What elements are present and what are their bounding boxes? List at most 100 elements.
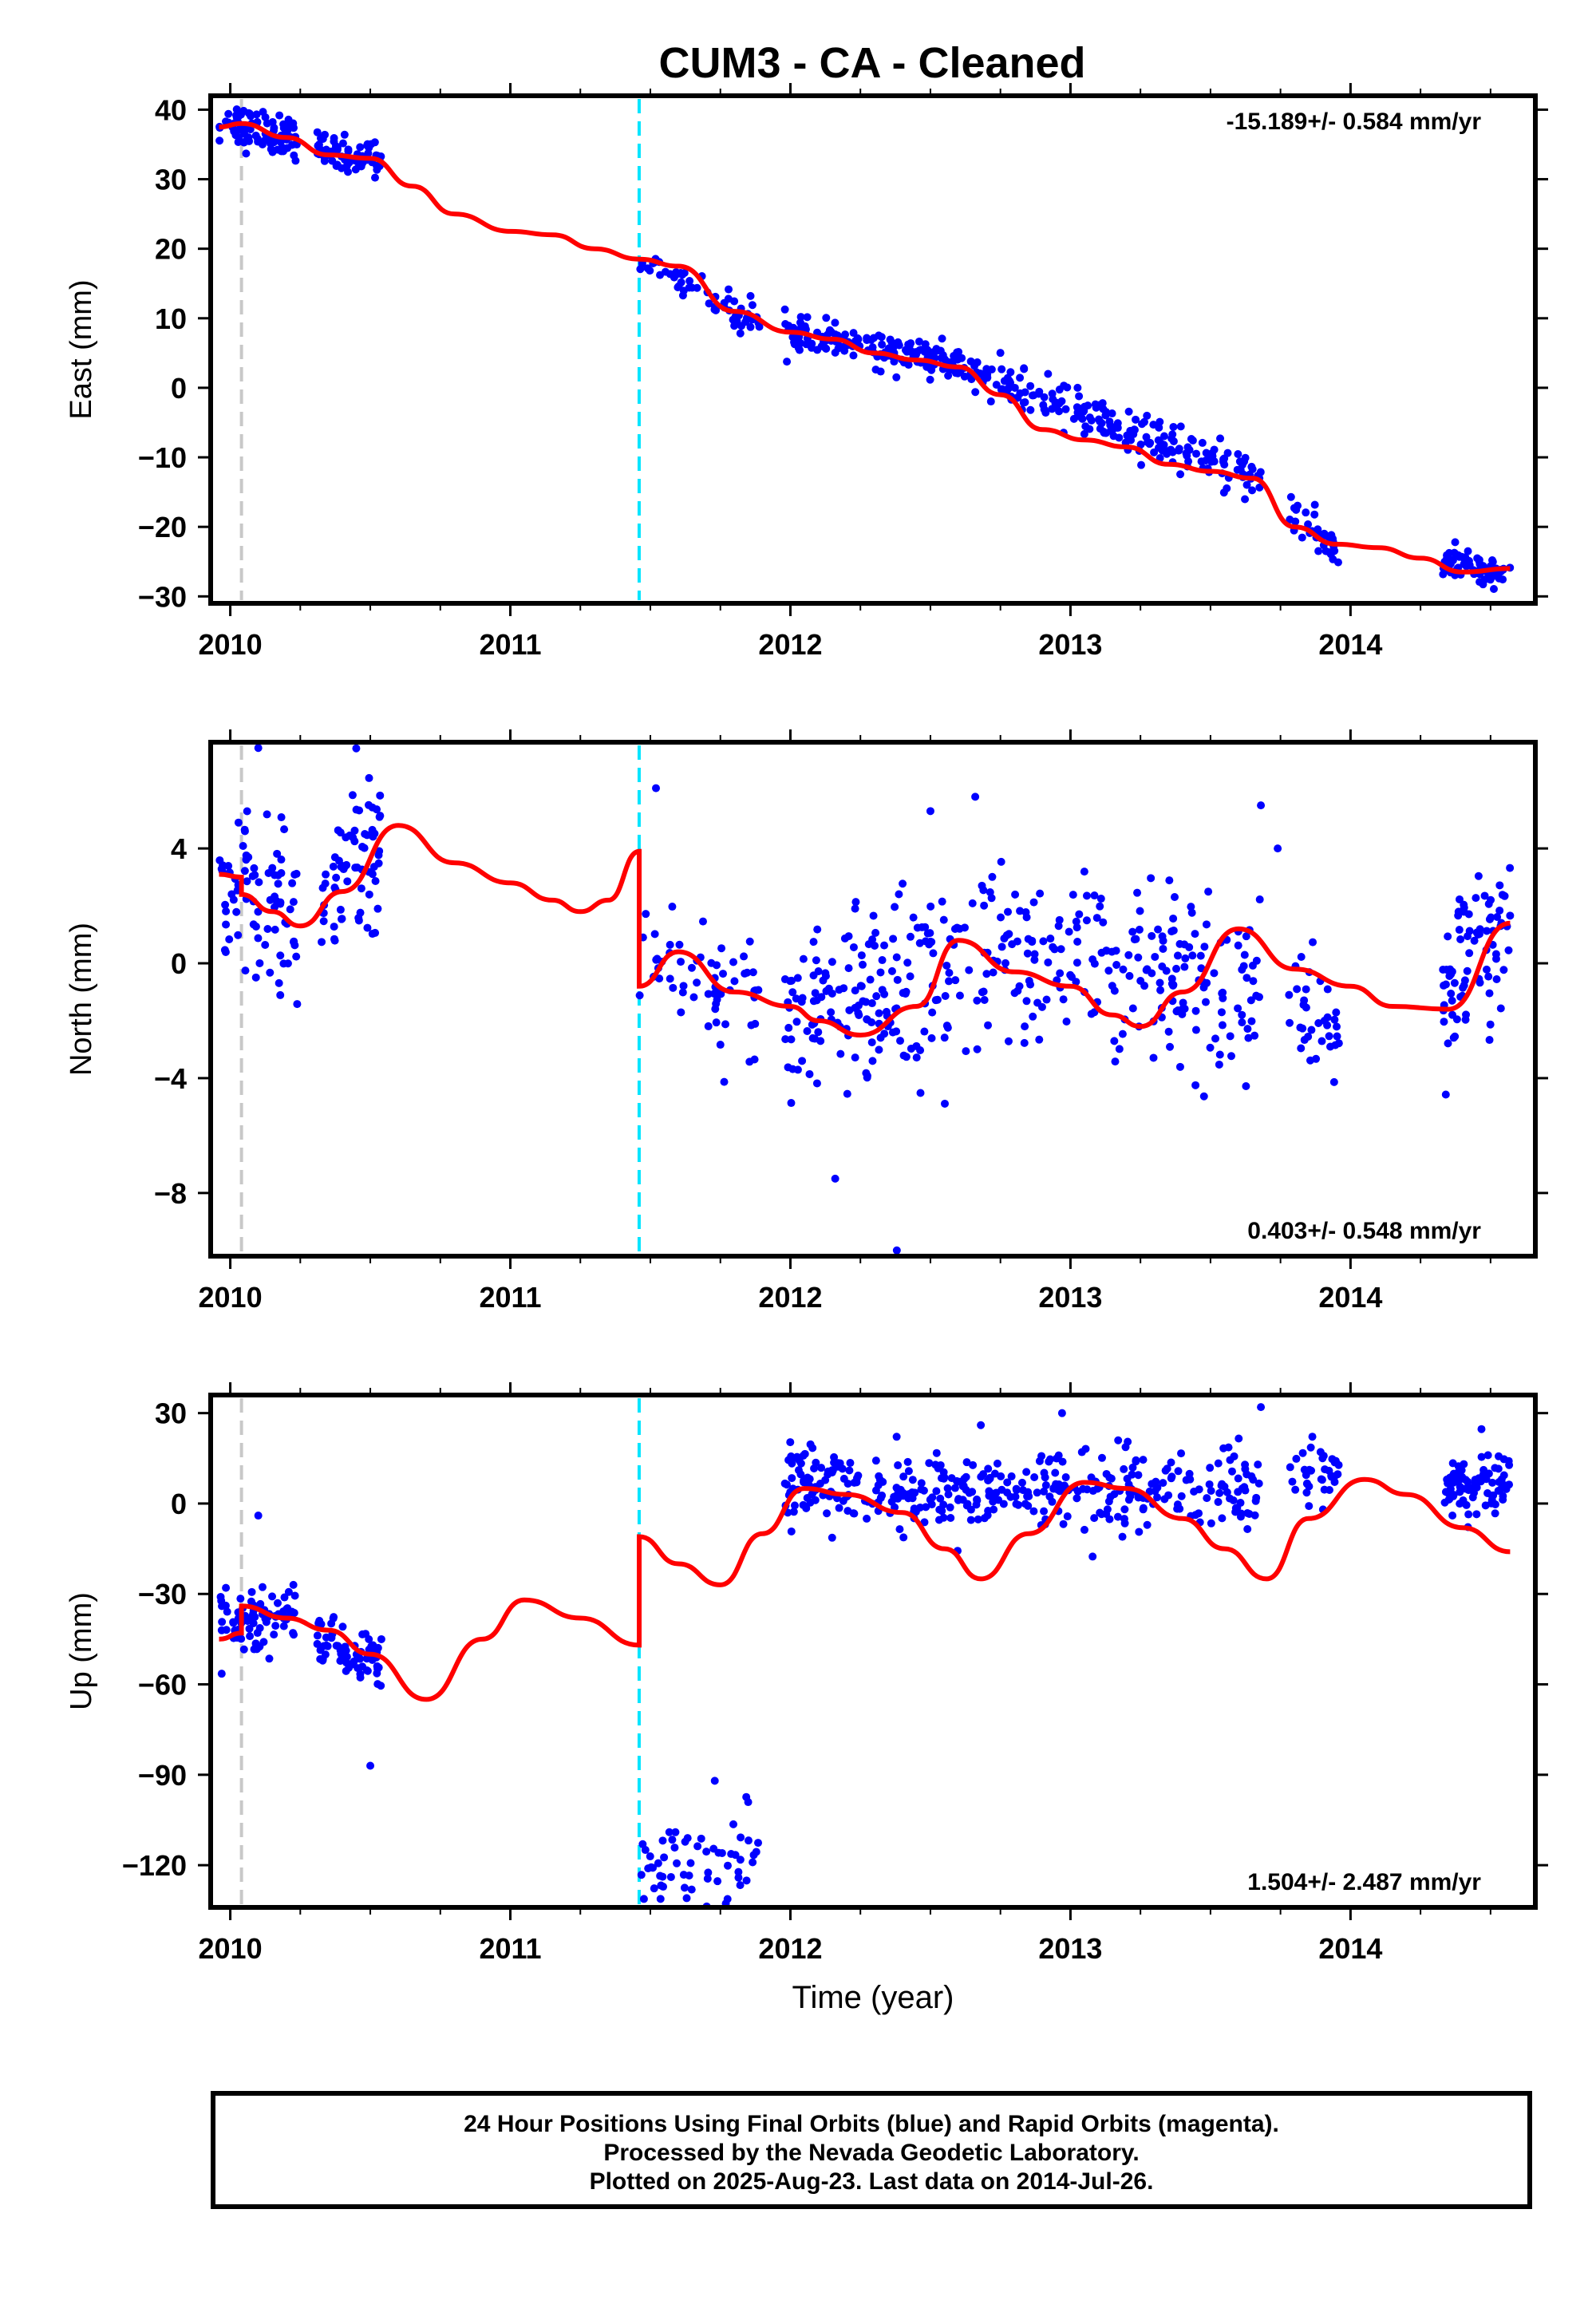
data-point	[319, 917, 328, 926]
data-point	[843, 1480, 852, 1488]
data-point	[810, 1464, 819, 1472]
data-point	[869, 911, 878, 920]
data-point	[867, 1018, 876, 1027]
data-point	[1001, 385, 1010, 394]
data-point	[880, 941, 889, 950]
data-point	[730, 977, 739, 986]
data-point	[971, 388, 980, 397]
data-point	[1132, 1457, 1140, 1466]
data-point	[1207, 1487, 1215, 1496]
y-tick-label: 30	[155, 164, 187, 196]
data-point	[218, 1618, 227, 1626]
data-point	[917, 1479, 926, 1488]
data-point	[1455, 895, 1464, 903]
data-point	[939, 915, 948, 924]
data-point	[280, 825, 289, 834]
data-point	[863, 336, 871, 345]
data-point	[234, 138, 243, 147]
data-point	[1087, 1010, 1096, 1018]
data-point	[919, 1486, 928, 1495]
data-point	[1464, 1486, 1473, 1495]
data-point	[1029, 898, 1038, 907]
data-point	[812, 956, 820, 965]
data-point	[1123, 431, 1132, 440]
data-point	[980, 996, 989, 1005]
data-point	[1457, 1466, 1466, 1475]
data-point	[1477, 1452, 1486, 1461]
y-tick-label: 0	[171, 947, 187, 980]
data-point	[224, 861, 233, 870]
data-point	[989, 968, 998, 977]
data-point	[1059, 1520, 1068, 1528]
data-point	[714, 1848, 723, 1857]
data-point	[340, 130, 349, 139]
data-point	[1248, 486, 1257, 495]
data-point	[250, 864, 259, 872]
data-point	[365, 1634, 373, 1643]
data-point	[1029, 1507, 1038, 1516]
data-point	[736, 329, 745, 338]
data-point	[1140, 982, 1149, 990]
data-point	[1321, 547, 1330, 555]
data-point	[321, 1650, 330, 1659]
data-point	[1487, 556, 1496, 565]
data-point	[1146, 438, 1155, 447]
data-point	[939, 1513, 948, 1522]
data-point	[273, 1599, 282, 1607]
data-point	[1175, 445, 1183, 453]
data-point	[656, 1895, 665, 1903]
data-point	[929, 348, 938, 357]
data-point	[368, 1655, 377, 1664]
y-tick-label: 40	[155, 93, 187, 126]
data-point	[275, 111, 284, 120]
data-point	[851, 986, 859, 995]
data-point	[1063, 383, 1072, 392]
footer-line-1: 24 Hour Positions Using Final Orbits (bl…	[464, 2111, 1279, 2137]
data-point	[1120, 1464, 1128, 1473]
y-tick-label: −4	[154, 1062, 187, 1095]
data-point	[928, 1493, 937, 1502]
data-point	[1148, 931, 1156, 940]
data-point	[790, 338, 799, 346]
data-point	[286, 905, 294, 914]
data-point	[1180, 1004, 1189, 1013]
data-point	[1255, 895, 1264, 904]
data-point	[1302, 985, 1310, 994]
footer-info-box: 24 Hour Positions Using Final Orbits (bl…	[211, 2091, 1532, 2209]
data-point	[1106, 1492, 1115, 1501]
data-point	[1479, 562, 1487, 571]
data-point	[916, 1089, 925, 1097]
data-point	[1115, 433, 1124, 442]
data-point	[1073, 383, 1082, 392]
data-point	[978, 881, 986, 890]
velocity-rate-label: 1.504+/- 2.487 mm/yr	[1247, 1869, 1481, 1895]
data-point	[354, 916, 363, 925]
data-point	[922, 362, 931, 371]
data-point	[1252, 1493, 1261, 1502]
data-point	[217, 1670, 226, 1678]
data-point	[1120, 1519, 1129, 1528]
data-point	[247, 1597, 255, 1606]
data-point-outlier	[652, 784, 661, 792]
data-point	[1448, 996, 1456, 1005]
data-point	[1088, 1487, 1097, 1496]
data-point	[939, 1500, 948, 1509]
data-point	[1241, 453, 1250, 462]
data-point	[1460, 976, 1469, 985]
data-point	[289, 1580, 298, 1589]
data-point	[817, 1464, 826, 1472]
data-point	[1463, 966, 1472, 975]
data-point	[980, 901, 989, 910]
data-point	[373, 1662, 381, 1670]
data-point	[1134, 1493, 1143, 1502]
data-point	[1201, 998, 1210, 1006]
data-point	[1456, 935, 1465, 943]
data-point	[817, 993, 826, 1002]
data-point	[277, 813, 286, 822]
panel-up: 2010 2011 2012 2013 2014 −120 −90 −60 −30 0 30 Up (…	[65, 1382, 1548, 2015]
data-point	[1123, 1474, 1132, 1483]
data-point	[871, 1456, 880, 1465]
data-point	[920, 1027, 929, 1036]
data-point	[330, 134, 338, 143]
